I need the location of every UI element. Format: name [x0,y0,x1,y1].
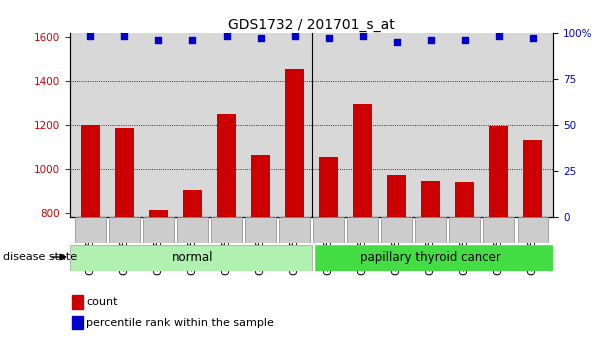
Point [222,34,232,39]
FancyBboxPatch shape [517,217,548,243]
Text: normal: normal [171,252,213,264]
Text: count: count [86,297,118,307]
Point [86,34,95,39]
Bar [387,175,406,217]
FancyBboxPatch shape [177,217,208,243]
Point [188,37,198,43]
Bar [455,182,474,217]
FancyBboxPatch shape [315,245,581,271]
Bar [149,210,168,217]
Point [528,36,537,41]
FancyBboxPatch shape [483,217,514,243]
Bar [489,126,508,217]
Bar [319,157,338,217]
Point [256,36,266,41]
Point [120,34,130,39]
Point [392,39,401,45]
FancyBboxPatch shape [211,217,242,243]
Bar [353,104,372,217]
FancyBboxPatch shape [347,217,378,243]
Bar [183,190,202,217]
Bar [72,295,83,309]
FancyBboxPatch shape [449,217,480,243]
FancyBboxPatch shape [415,217,446,243]
FancyBboxPatch shape [109,217,140,243]
Point [154,37,164,43]
Point [426,37,435,43]
FancyBboxPatch shape [381,217,412,243]
Bar [251,155,270,217]
Bar [285,69,304,217]
FancyBboxPatch shape [279,217,310,243]
Point [460,37,469,43]
Text: papillary thyroid cancer: papillary thyroid cancer [361,252,501,264]
Point [323,36,333,41]
Bar [217,114,236,217]
FancyBboxPatch shape [313,217,344,243]
Text: disease state: disease state [3,252,77,262]
FancyBboxPatch shape [70,245,311,271]
Point [358,34,367,39]
Title: GDS1732 / 201701_s_at: GDS1732 / 201701_s_at [228,18,395,32]
FancyBboxPatch shape [245,217,276,243]
Point [494,34,503,39]
Bar [523,140,542,217]
Point [290,34,300,39]
FancyBboxPatch shape [75,217,106,243]
Bar [81,125,100,217]
FancyBboxPatch shape [143,217,174,243]
Bar [72,316,83,329]
Text: percentile rank within the sample: percentile rank within the sample [86,317,274,327]
Bar [115,128,134,217]
Bar [421,181,440,217]
